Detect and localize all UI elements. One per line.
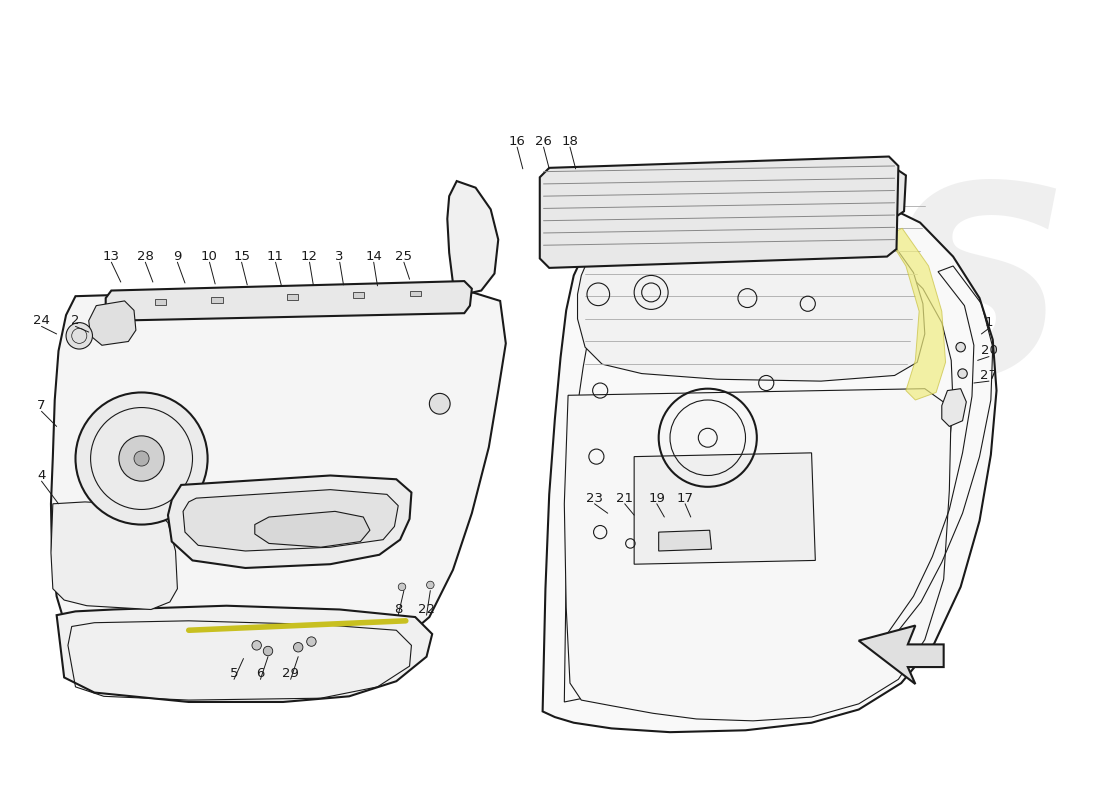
Polygon shape xyxy=(51,285,506,678)
Text: 20: 20 xyxy=(980,345,998,358)
Bar xyxy=(155,299,166,305)
Text: GS: GS xyxy=(664,174,1071,430)
Polygon shape xyxy=(634,453,815,564)
Text: 5: 5 xyxy=(230,667,239,680)
Text: 17: 17 xyxy=(676,492,694,505)
Polygon shape xyxy=(942,389,966,426)
Polygon shape xyxy=(255,511,370,547)
Bar xyxy=(409,290,421,296)
Text: 27: 27 xyxy=(980,369,998,382)
Text: 28: 28 xyxy=(136,250,154,263)
Text: 11: 11 xyxy=(267,250,284,263)
Text: 14: 14 xyxy=(365,250,382,263)
Circle shape xyxy=(119,436,164,481)
Text: 25: 25 xyxy=(395,250,412,263)
Polygon shape xyxy=(183,490,398,551)
Polygon shape xyxy=(168,475,411,568)
Circle shape xyxy=(263,646,273,656)
Text: 21: 21 xyxy=(616,492,634,505)
Text: 3: 3 xyxy=(336,250,344,263)
Polygon shape xyxy=(551,168,906,232)
Circle shape xyxy=(76,393,208,525)
Text: a passion for parts...: a passion for parts... xyxy=(240,378,497,402)
Text: 4: 4 xyxy=(37,469,46,482)
Text: 2: 2 xyxy=(72,314,79,327)
Text: 10: 10 xyxy=(201,250,218,263)
Text: 7: 7 xyxy=(37,399,46,412)
Polygon shape xyxy=(540,157,899,268)
Circle shape xyxy=(252,641,262,650)
Text: 16: 16 xyxy=(508,135,526,148)
Text: 9: 9 xyxy=(173,250,182,263)
Polygon shape xyxy=(106,281,472,321)
Bar xyxy=(287,294,298,300)
Text: 19: 19 xyxy=(648,492,666,505)
Polygon shape xyxy=(564,389,952,721)
Circle shape xyxy=(66,322,92,349)
Polygon shape xyxy=(448,181,498,294)
Circle shape xyxy=(134,451,150,466)
Polygon shape xyxy=(859,626,944,684)
Text: 12: 12 xyxy=(301,250,318,263)
Circle shape xyxy=(956,342,966,352)
Polygon shape xyxy=(51,502,177,610)
Polygon shape xyxy=(542,189,997,732)
Polygon shape xyxy=(887,228,946,400)
Circle shape xyxy=(429,394,450,414)
Circle shape xyxy=(427,581,434,589)
Circle shape xyxy=(294,642,302,652)
Text: 18: 18 xyxy=(561,135,579,148)
Text: 8: 8 xyxy=(394,603,403,616)
Text: 1: 1 xyxy=(984,316,993,329)
Text: 22: 22 xyxy=(418,603,434,616)
Text: 23: 23 xyxy=(586,492,603,505)
Polygon shape xyxy=(89,301,136,346)
Polygon shape xyxy=(659,530,712,551)
Text: 29: 29 xyxy=(283,667,299,680)
Circle shape xyxy=(398,583,406,590)
Circle shape xyxy=(958,369,967,378)
Polygon shape xyxy=(578,204,925,381)
Text: 6: 6 xyxy=(256,667,265,680)
Text: 13: 13 xyxy=(103,250,120,263)
Bar xyxy=(211,297,222,303)
Bar xyxy=(353,293,364,298)
Circle shape xyxy=(307,637,316,646)
Text: 26: 26 xyxy=(535,135,552,148)
Polygon shape xyxy=(56,606,432,702)
Text: 24: 24 xyxy=(33,314,50,327)
Text: 15: 15 xyxy=(233,250,250,263)
